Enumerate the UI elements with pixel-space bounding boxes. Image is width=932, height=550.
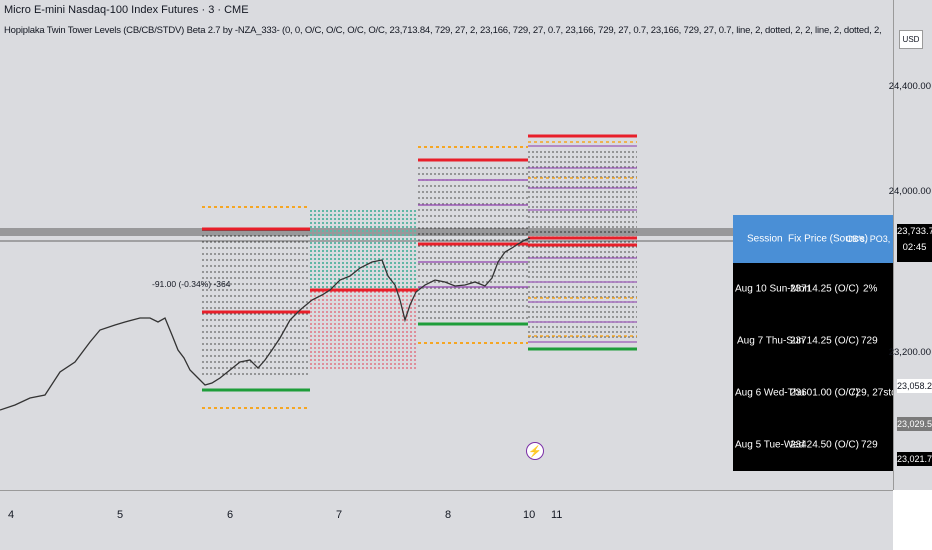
indicator-label[interactable]: Hopiplaka Twin Tower Levels (CB/CB/STDV)… — [4, 25, 884, 36]
session-cell: Aug 6 Wed-Thu — [735, 387, 805, 399]
fix-price-cell: 23601.00 (O/C) — [790, 387, 859, 399]
lightning-icon[interactable]: ⚡ — [526, 442, 544, 460]
chart-canvas[interactable]: Micro E-mini Nasdaq-100 Index Futures · … — [0, 0, 893, 490]
levels-cell: 2% — [863, 283, 878, 295]
tower-levels — [202, 134, 637, 409]
table-row: Aug 7 Thu-Sun 23714.25 (O/C) 729 — [733, 315, 893, 367]
table-header: Session Fix Price (Source) CB's, PO3, ST… — [733, 215, 893, 263]
levels-cell: 729 — [861, 335, 878, 347]
time-tick: 5 — [117, 509, 124, 521]
time-tick: 8 — [445, 509, 452, 521]
chart-drawing — [0, 134, 893, 411]
change-label: -91.00 (-0.34%) -364 — [152, 279, 231, 289]
header-levels: CB's, PO3, STDV — [846, 234, 893, 244]
session-table: Session Fix Price (Source) CB's, PO3, ST… — [733, 215, 893, 471]
session-cell: Aug 7 Thu-Sun — [737, 335, 805, 347]
price-tick: 24,400.00 — [888, 81, 931, 92]
current-price: 23,733.75 — [897, 226, 932, 237]
fix-price-cell: 23714.25 (O/C) — [790, 335, 859, 347]
price-tag: 23,021.75 — [897, 452, 932, 466]
levels-cell: 729 — [861, 439, 878, 451]
time-tick: 7 — [336, 509, 343, 521]
price-tag: 23,058.25 — [897, 379, 932, 393]
header-session: Session — [747, 233, 783, 245]
price-tag: 23,029.50 — [897, 417, 932, 431]
price-series — [0, 237, 531, 411]
time-tick: 11 — [551, 509, 563, 521]
symbol-title[interactable]: Micro E-mini Nasdaq-100 Index Futures · … — [4, 4, 249, 16]
session-cell: Aug 10 Sun-Mon — [735, 283, 811, 295]
table-row: Aug 10 Sun-Mon 23714.25 (O/C) 2% — [733, 263, 893, 315]
current-price-label: 23,733.75 02:45 — [897, 224, 932, 262]
header-fix-price: Fix Price (Source) — [788, 233, 869, 245]
price-tick: 24,000.00 — [888, 186, 931, 197]
time-tick: 4 — [8, 509, 15, 521]
bar-countdown: 02:45 — [902, 242, 927, 253]
session-cell: Aug 5 Tue-Wed — [735, 439, 805, 451]
table-row: Aug 5 Tue-Wed 23424.50 (O/C) 729 — [733, 419, 893, 471]
levels-cell: 729, 27stdv — [850, 387, 893, 399]
currency-button[interactable]: USD — [899, 30, 923, 49]
price-line-series — [0, 237, 531, 411]
time-tick: 6 — [227, 509, 234, 521]
time-tick: 10 — [523, 509, 536, 521]
time-axis[interactable]: 4 5 6 7 8 10 11 — [0, 490, 893, 550]
price-tick: 23,200.00 — [888, 347, 931, 358]
fix-price-cell: 23424.50 (O/C) — [790, 439, 859, 451]
table-row: Aug 6 Wed-Thu 23601.00 (O/C) 729, 27stdv — [733, 367, 893, 419]
fix-price-cell: 23714.25 (O/C) — [790, 283, 859, 295]
